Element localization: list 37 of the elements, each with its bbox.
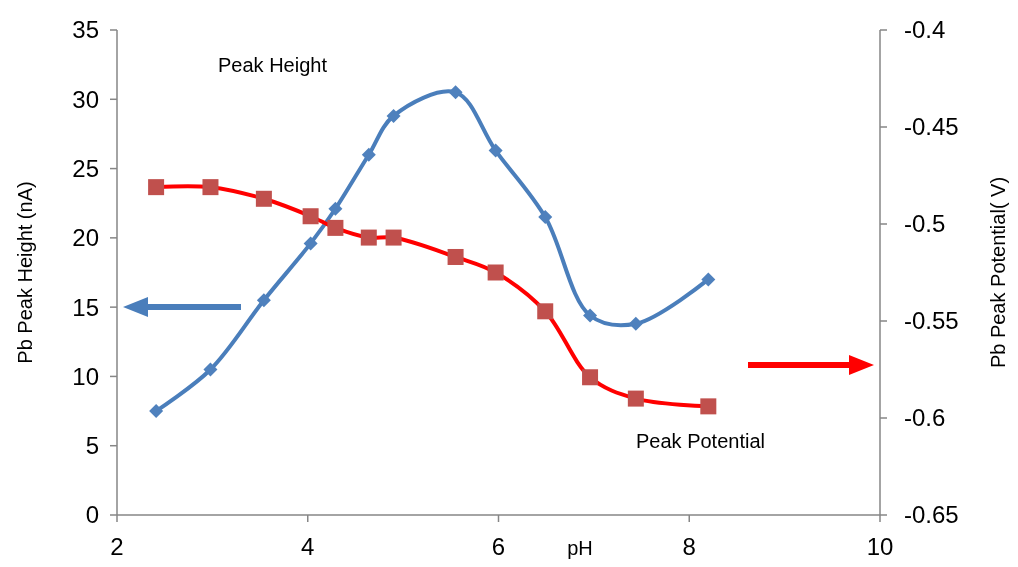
point (538, 210, 553, 225)
annotation: Peak Height (218, 54, 328, 76)
point (328, 201, 343, 216)
y-tick-label: 25 (72, 154, 99, 182)
point (303, 236, 318, 251)
point (488, 143, 503, 158)
annotation: Peak Potential (636, 430, 765, 452)
y2-tick-label: -0.45 (904, 113, 959, 141)
x-axis-title: pH (567, 537, 593, 559)
y-tick-label: 15 (72, 293, 99, 321)
point (149, 404, 164, 419)
y2-tick-label: -0.5 (904, 210, 946, 238)
point (256, 293, 271, 308)
y-tick-label: 30 (72, 85, 99, 113)
y-axis-title: Pb Peak Height (nA) (14, 181, 36, 364)
y2-axis-title: Pb Peak Potential( V) (987, 176, 1009, 369)
y-tick-label: 5 (85, 432, 99, 460)
point (361, 147, 376, 162)
y-tick-label: 10 (72, 362, 99, 390)
point (628, 316, 643, 331)
point (386, 108, 401, 123)
x-tick-label: 2 (110, 533, 124, 560)
y-tick-label: 20 (72, 224, 99, 252)
y2-tick-label: -0.4 (904, 16, 946, 44)
x-tick-label: 4 (301, 533, 315, 560)
y2-tick-label: -0.6 (904, 404, 946, 432)
x-tick-label: 10 (866, 533, 894, 560)
y-tick-label: 35 (72, 16, 99, 44)
x-tick-label: 6 (491, 533, 506, 560)
point (203, 362, 218, 377)
y2-tick-label: -0.55 (904, 307, 959, 335)
y-tick-label: 0 (85, 501, 99, 529)
point (583, 308, 598, 323)
x-tick-label: 8 (682, 533, 696, 560)
point (701, 272, 716, 287)
point (448, 85, 463, 100)
y2-tick-label: -0.65 (904, 501, 959, 529)
